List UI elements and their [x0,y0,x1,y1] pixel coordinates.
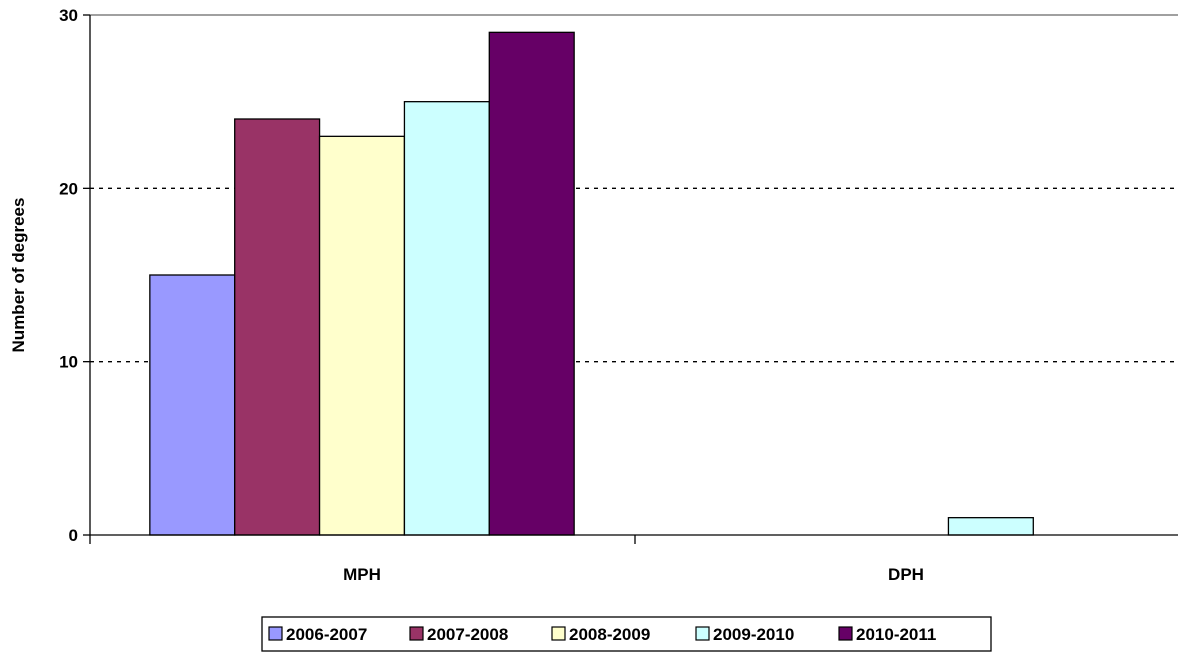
bar-mph-2008-2009 [320,136,405,535]
bar-mph-2006-2007 [150,275,235,535]
y-tick-label: 10 [59,353,78,372]
x-tick-label: DPH [888,565,924,584]
y-axis-title: Number of degrees [9,198,28,353]
legend-swatch [839,627,852,640]
bar-mph-2007-2008 [235,119,320,535]
legend-label: 2008-2009 [569,625,650,644]
bars [150,32,1033,535]
legend-label: 2010-2011 [856,625,936,644]
legend: 2006-2007 2007-2008 2008-2009 2009-2010 2010… [262,617,991,651]
y-tick-labels: 0 10 20 30 [59,6,78,545]
x-tick-labels: MPH DPH [343,565,924,584]
legend-label: 2009-2010 [713,625,794,644]
bar-mph-2010-2011 [489,32,574,535]
bar-dph-2009-2010 [948,518,1033,535]
y-tick-label: 0 [69,526,78,545]
y-tick-label: 20 [59,179,78,198]
y-tick-label: 30 [59,6,78,25]
x-tick-label: MPH [343,565,381,584]
legend-label: 2007-2008 [427,625,508,644]
legend-swatch [696,627,709,640]
bar-mph-2009-2010 [404,102,489,535]
legend-swatch [410,627,423,640]
legend-label: 2006-2007 [286,625,367,644]
legend-swatch [552,627,565,640]
legend-swatch [269,627,282,640]
